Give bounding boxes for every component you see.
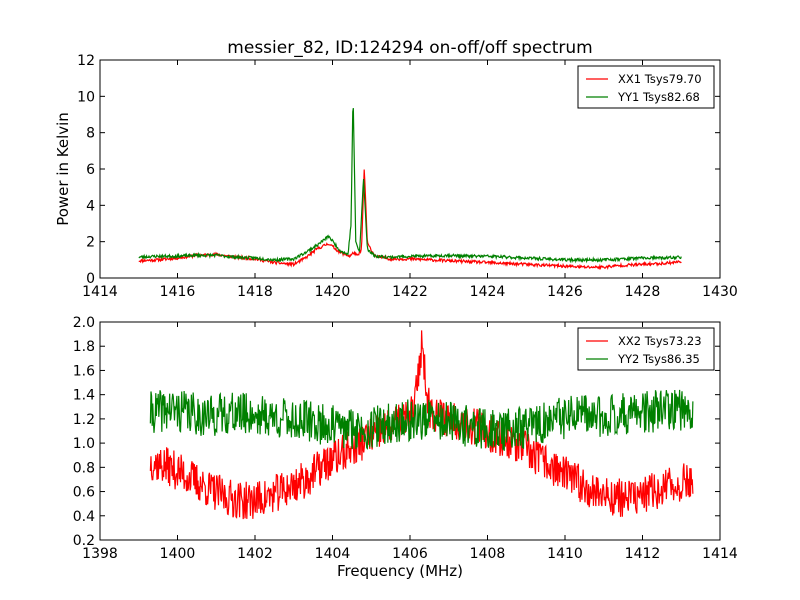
series-line-2 xyxy=(149,389,694,451)
y-tick-label: 12 xyxy=(77,53,95,69)
x-tick-label: 1406 xyxy=(392,546,428,562)
x-tick-label: 1412 xyxy=(625,546,661,562)
y-tick-label: 0.6 xyxy=(73,485,95,501)
x-tick-label: 1426 xyxy=(547,284,583,300)
legend: XX1 Tsys79.70 YY1 Tsys82.68 xyxy=(577,65,715,109)
x-tick-label: 1410 xyxy=(547,546,583,562)
x-axis-label: Frequency (MHz) xyxy=(337,562,463,580)
legend-label: YY2 Tsys86.35 xyxy=(617,352,700,366)
y-tick-label: 1.4 xyxy=(73,388,95,404)
y-axis-label: Power in Kelvin xyxy=(54,112,72,226)
y-tick-label: 0.8 xyxy=(73,460,95,476)
y-tick-label: 4 xyxy=(86,198,95,214)
x-tick-label: 1404 xyxy=(315,546,351,562)
y-tick-label: 0.4 xyxy=(73,509,95,525)
x-tick-label: 1414 xyxy=(82,284,118,300)
series-line-1 xyxy=(149,330,694,520)
y-tick-label: 10 xyxy=(77,89,95,105)
x-tick-label: 1422 xyxy=(392,284,428,300)
bottom-spectrum-plot: 1398 1400 1402 1404 1406 1408 1410 1412 1414 0.2 0… xyxy=(73,315,738,580)
figure-title: messier_82, ID:124294 on-off/off spectru… xyxy=(227,38,592,58)
top-spectrum-plot: 1414 1416 1418 1420 1422 1424 1426 1428 1430 0 2 4 6… xyxy=(54,53,738,300)
x-tick-label: 1420 xyxy=(315,284,351,300)
x-tick-label: 1418 xyxy=(237,284,273,300)
y-tick-label: 8 xyxy=(86,126,95,142)
y-tick-label: 2 xyxy=(86,235,95,251)
x-tick-label: 1424 xyxy=(470,284,506,300)
y-tick-label: 0.2 xyxy=(73,533,95,549)
y-tick-label: 1.8 xyxy=(73,339,95,355)
x-tick-label: 1430 xyxy=(702,284,738,300)
y-tick-label: 1.6 xyxy=(73,363,95,379)
legend-label: XX2 Tsys73.23 xyxy=(618,334,702,348)
x-tick-label: 1408 xyxy=(470,546,506,562)
y-tick-label: 0 xyxy=(86,271,95,287)
series-line-2 xyxy=(138,108,682,264)
series-line-1 xyxy=(138,169,682,271)
y-tick-label: 6 xyxy=(86,162,95,178)
legend-box xyxy=(577,327,715,371)
x-tick-label: 1402 xyxy=(237,546,273,562)
legend-label: YY1 Tsys82.68 xyxy=(617,90,700,104)
legend-label: XX1 Tsys79.70 xyxy=(618,72,702,86)
x-tick-label: 1398 xyxy=(82,546,118,562)
x-tick-label: 1400 xyxy=(160,546,196,562)
legend-box xyxy=(577,65,715,109)
x-tick-label: 1428 xyxy=(625,284,661,300)
y-tick-label: 1.0 xyxy=(73,436,95,452)
x-tick-label: 1414 xyxy=(702,546,738,562)
y-tick-label: 2.0 xyxy=(73,315,95,331)
legend: XX2 Tsys73.23 YY2 Tsys86.35 xyxy=(577,327,715,371)
y-tick-label: 1.2 xyxy=(73,412,95,428)
x-tick-label: 1416 xyxy=(160,284,196,300)
